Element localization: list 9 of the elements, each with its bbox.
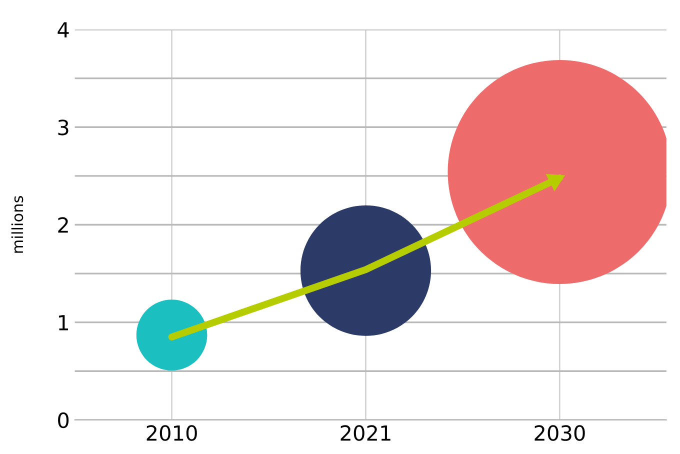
y-tick-label: 2 [58, 217, 68, 233]
y-tick-label: 3 [58, 120, 68, 136]
y-tick-label: 0 [58, 412, 69, 428]
x-tick-label: 2030 [534, 425, 585, 441]
y-axis-title: millions [11, 196, 24, 253]
x-tick-label: 2010 [146, 425, 197, 441]
y-tick-label: 1 [58, 315, 68, 330]
x-tick-label: 2021 [340, 425, 390, 441]
y-tick-label: 4 [58, 22, 69, 38]
